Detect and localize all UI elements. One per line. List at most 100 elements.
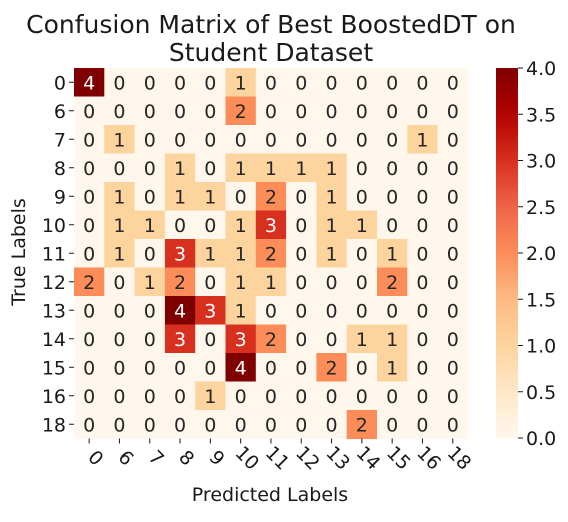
heatmap-cell: [437, 239, 469, 269]
heatmap-cell: [134, 410, 166, 440]
heatmap-cell-value: 0: [144, 300, 156, 322]
heatmap-cell: [164, 239, 196, 269]
heatmap-cell: [134, 68, 166, 98]
heatmap-cell-value: 0: [386, 72, 398, 94]
heatmap-cell-value: 0: [174, 386, 186, 408]
heatmap-cell-value: 0: [447, 243, 459, 265]
heatmap-cell-value: 0: [83, 386, 95, 408]
heatmap-cell-value: 0: [416, 272, 428, 294]
y-tick-label: 11: [42, 243, 66, 265]
heatmap-cell: [407, 324, 439, 354]
heatmap-cell-value: 0: [356, 101, 368, 123]
heatmap-cell: [255, 125, 287, 155]
heatmap-cell-value: 0: [144, 243, 156, 265]
heatmap-cell-value: 0: [174, 72, 186, 94]
heatmap-cell: [225, 182, 257, 212]
heatmap-cell-value: 0: [326, 386, 338, 408]
heatmap-cell-value: 0: [83, 129, 95, 151]
heatmap-cell-value: 0: [447, 386, 459, 408]
heatmap-cell: [74, 324, 105, 354]
heatmap-cell-value: 1: [386, 329, 398, 351]
heatmap-cell: [74, 410, 105, 440]
heatmap-cell-value: 0: [295, 272, 307, 294]
heatmap-cell-value: 1: [144, 272, 156, 294]
heatmap-cell: [437, 153, 469, 183]
heatmap-cell-value: 0: [235, 386, 247, 408]
heatmap-cell-value: 0: [326, 414, 338, 436]
heatmap-cell: [195, 353, 227, 383]
heatmap-cell: [134, 296, 166, 326]
heatmap-cell: [104, 153, 136, 183]
heatmap-cell: [346, 353, 378, 383]
heatmap-cell: [316, 182, 348, 212]
heatmap-cell: [346, 153, 378, 183]
heatmap-cell: [316, 296, 348, 326]
heatmap-cell-value: 0: [144, 357, 156, 379]
heatmap-cell-value: 0: [356, 272, 368, 294]
heatmap-cell: [164, 210, 196, 240]
heatmap-cell-value: 0: [295, 72, 307, 94]
heatmap-cell-value: 1: [326, 243, 338, 265]
heatmap-cell-value: 4: [174, 300, 186, 322]
y-tick-label: 0: [54, 72, 66, 94]
heatmap-cell-value: 0: [204, 158, 216, 180]
heatmap-cell: [286, 267, 317, 297]
heatmap-cell: [74, 125, 105, 155]
heatmap-cell-value: 0: [83, 329, 95, 351]
heatmap-cell: [377, 68, 408, 98]
heatmap-cell: [74, 153, 105, 183]
heatmap-cell-value: 0: [326, 129, 338, 151]
heatmap-cell-value: 0: [235, 129, 247, 151]
x-tick-label: 0: [83, 446, 107, 470]
heatmap-cell-value: 0: [144, 101, 156, 123]
heatmap-cell-value: 0: [83, 414, 95, 436]
heatmap-cell: [74, 267, 105, 297]
heatmap-cell: [407, 153, 439, 183]
heatmap-cell-value: 0: [204, 329, 216, 351]
heatmap-cell: [377, 353, 408, 383]
heatmap-cell: [255, 410, 287, 440]
y-tick-label: 18: [42, 414, 66, 436]
heatmap-cell: [134, 381, 166, 411]
heatmap-cell-value: 0: [447, 414, 459, 436]
heatmap-cell: [134, 267, 166, 297]
heatmap-cell: [225, 296, 257, 326]
heatmap-cell: [286, 324, 317, 354]
y-axis-ticks: 0 6 7 8 9 10 11 12 13 14 15 16 18: [42, 72, 74, 436]
heatmap-cell-value: 0: [144, 386, 156, 408]
heatmap-cell: [104, 267, 136, 297]
heatmap-cell: [286, 239, 317, 269]
heatmap-cell: [407, 68, 439, 98]
heatmap-cell-value: 0: [447, 357, 459, 379]
heatmap-cell: [195, 239, 227, 269]
heatmap-cell: [164, 353, 196, 383]
heatmap-cell: [286, 182, 317, 212]
colorbar-tick-label: 1.5: [526, 289, 556, 311]
heatmap-cell: [286, 153, 317, 183]
heatmap-cell-value: 1: [235, 158, 247, 180]
colorbar-tick-label: 2.0: [526, 243, 556, 265]
heatmap-cell-value: 0: [416, 357, 428, 379]
heatmap-cell: [346, 324, 378, 354]
heatmap-cell: [437, 96, 469, 126]
heatmap-cell-value: 3: [174, 243, 186, 265]
heatmap-cell: [195, 296, 227, 326]
heatmap-cell: [377, 296, 408, 326]
heatmap-cell: [74, 239, 105, 269]
heatmap-cell-value: 0: [204, 72, 216, 94]
y-tick-label: 9: [54, 186, 66, 208]
heatmap-cell: [74, 296, 105, 326]
y-tick-label: 12: [42, 272, 66, 294]
heatmap-cell-value: 1: [174, 186, 186, 208]
heatmap-cell-value: 0: [265, 386, 277, 408]
heatmap-cell: [407, 296, 439, 326]
heatmap-cell-value: 0: [386, 129, 398, 151]
colorbar: [496, 68, 518, 438]
heatmap-cell-value: 3: [204, 300, 216, 322]
heatmap-cell: [195, 381, 227, 411]
heatmap-cell: [346, 410, 378, 440]
heatmap-cell: [134, 153, 166, 183]
heatmap-cell-value: 0: [295, 186, 307, 208]
heatmap-cell-value: 0: [113, 72, 125, 94]
heatmap-cell: [316, 125, 348, 155]
